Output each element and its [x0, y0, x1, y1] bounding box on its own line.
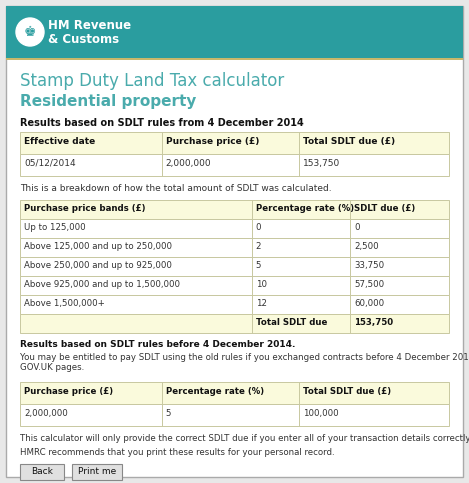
- Text: Total SDLT due: Total SDLT due: [256, 318, 327, 327]
- Text: 05/12/2014: 05/12/2014: [24, 159, 76, 168]
- Text: Purchase price (£): Purchase price (£): [166, 137, 259, 146]
- Text: 5: 5: [256, 261, 261, 270]
- Text: You may be entitled to pay SDLT using the old rules if you exchanged contracts b: You may be entitled to pay SDLT using th…: [20, 353, 469, 372]
- Text: 10: 10: [256, 280, 267, 289]
- Text: Above 1,500,000+: Above 1,500,000+: [24, 299, 105, 308]
- Text: & Customs: & Customs: [48, 33, 119, 46]
- Text: 60,000: 60,000: [355, 299, 385, 308]
- Text: 5: 5: [166, 409, 171, 418]
- Text: Above 925,000 and up to 1,500,000: Above 925,000 and up to 1,500,000: [24, 280, 180, 289]
- Text: 0: 0: [256, 223, 261, 232]
- Bar: [20, 314, 449, 333]
- Text: Results based on SDLT rules before 4 December 2014.: Results based on SDLT rules before 4 Dec…: [20, 340, 295, 349]
- Text: Total SDLT due (£): Total SDLT due (£): [303, 387, 391, 396]
- Text: 12: 12: [256, 299, 267, 308]
- Bar: [20, 132, 449, 154]
- Text: Percentage rate (%): Percentage rate (%): [256, 204, 354, 213]
- Bar: [20, 200, 449, 219]
- Text: Stamp Duty Land Tax calculator: Stamp Duty Land Tax calculator: [20, 72, 284, 90]
- Text: Print me: Print me: [78, 468, 116, 477]
- Bar: [6, 6, 463, 58]
- Text: 153,750: 153,750: [355, 318, 393, 327]
- Text: 57,500: 57,500: [355, 280, 385, 289]
- Bar: [20, 219, 449, 238]
- Circle shape: [16, 18, 44, 46]
- Text: This is a breakdown of how the total amount of SDLT was calculated.: This is a breakdown of how the total amo…: [20, 184, 332, 193]
- Text: Above 125,000 and up to 250,000: Above 125,000 and up to 250,000: [24, 242, 172, 251]
- Text: Residential property: Residential property: [20, 94, 197, 109]
- Text: Purchase price bands (£): Purchase price bands (£): [24, 204, 145, 213]
- Bar: [20, 382, 449, 404]
- Bar: [20, 257, 449, 276]
- Text: 2,500: 2,500: [355, 242, 379, 251]
- Text: HM Revenue: HM Revenue: [48, 19, 131, 32]
- Text: 100,000: 100,000: [303, 409, 339, 418]
- Text: Total SDLT due (£): Total SDLT due (£): [303, 137, 395, 146]
- Text: HMRC recommends that you print these results for your personal record.: HMRC recommends that you print these res…: [20, 448, 334, 457]
- Bar: [20, 154, 449, 176]
- Text: 0: 0: [355, 223, 360, 232]
- Text: 2,000,000: 2,000,000: [24, 409, 68, 418]
- Text: Up to 125,000: Up to 125,000: [24, 223, 86, 232]
- Bar: [20, 295, 449, 314]
- Bar: [20, 464, 64, 480]
- Text: Results based on SDLT rules from 4 December 2014: Results based on SDLT rules from 4 Decem…: [20, 118, 304, 128]
- Text: Percentage rate (%): Percentage rate (%): [166, 387, 264, 396]
- Text: ♚: ♚: [24, 25, 36, 39]
- Bar: [20, 238, 449, 257]
- Text: This calculator will only provide the correct SDLT due if you enter all of your : This calculator will only provide the co…: [20, 434, 469, 443]
- Text: Purchase price (£): Purchase price (£): [24, 387, 113, 396]
- Text: Effective date: Effective date: [24, 137, 95, 146]
- Bar: [20, 276, 449, 295]
- Bar: [6, 58, 463, 60]
- Text: 33,750: 33,750: [355, 261, 385, 270]
- Text: 2: 2: [256, 242, 261, 251]
- Text: 2,000,000: 2,000,000: [166, 159, 211, 168]
- Bar: [20, 404, 449, 426]
- Text: Back: Back: [31, 468, 53, 477]
- Text: SDLT due (£): SDLT due (£): [355, 204, 416, 213]
- Text: 153,750: 153,750: [303, 159, 340, 168]
- Bar: [72, 464, 122, 480]
- Text: Above 250,000 and up to 925,000: Above 250,000 and up to 925,000: [24, 261, 172, 270]
